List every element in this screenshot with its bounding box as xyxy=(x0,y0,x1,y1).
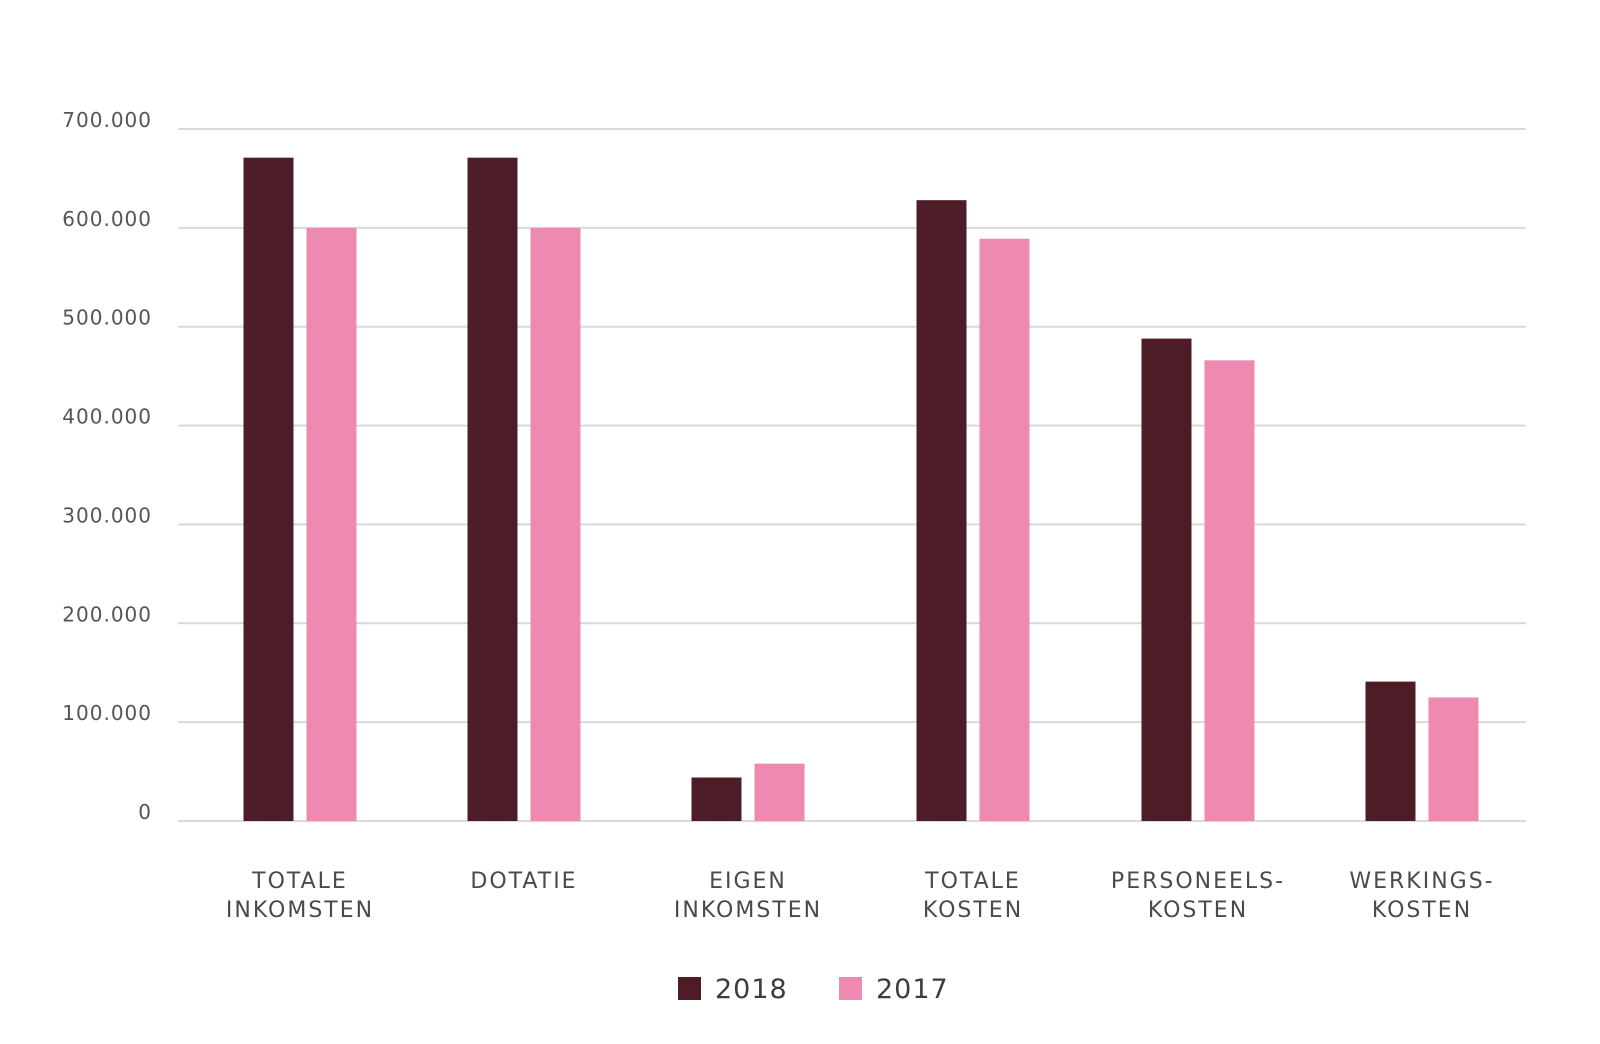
bar-2017-0 xyxy=(306,227,357,821)
y-tick-label: 100.000 xyxy=(62,701,152,725)
legend-swatch-2017 xyxy=(839,977,862,1000)
category-label: WERKINGS- xyxy=(1349,869,1494,894)
y-tick-label: 500.000 xyxy=(62,306,152,330)
bar-2018-1 xyxy=(467,157,518,821)
gridlines xyxy=(178,128,1526,822)
category-label: PERSONEELS- xyxy=(1111,869,1285,894)
category-label: TOTALE xyxy=(924,869,1021,894)
bars xyxy=(243,157,1479,822)
x-axis-category-labels: TOTALE INKOMSTEN DOTATIE EIGEN INKOMSTEN TOTA… xyxy=(226,869,1494,923)
y-tick-label: 300.000 xyxy=(62,503,152,527)
y-tick-label: 200.000 xyxy=(62,602,152,626)
category-label: KOSTEN xyxy=(923,898,1023,923)
category-label: KOSTEN xyxy=(1148,898,1248,923)
y-tick-label: 400.000 xyxy=(62,405,152,429)
y-tick-label: 700.000 xyxy=(62,108,152,132)
category-label: EIGEN xyxy=(709,869,787,894)
category-label: DOTATIE xyxy=(470,869,577,894)
bar-2017-1 xyxy=(530,227,581,821)
y-tick-label: 0 xyxy=(138,800,152,824)
legend-swatch-2018 xyxy=(678,977,701,1000)
category-label: KOSTEN xyxy=(1372,898,1472,923)
legend-label-2018: 2018 xyxy=(715,974,788,1005)
bar-2018-3 xyxy=(916,200,967,822)
category-label: TOTALE xyxy=(251,869,348,894)
bar-2018-5 xyxy=(1365,681,1416,821)
bar-2018-4 xyxy=(1141,338,1192,821)
legend: 2018 2017 xyxy=(678,974,949,1005)
category-label: INKOMSTEN xyxy=(226,898,374,923)
category-label: INKOMSTEN xyxy=(674,898,822,923)
bar-2018-2 xyxy=(691,777,742,821)
legend-label-2017: 2017 xyxy=(876,974,949,1005)
y-tick-label: 600.000 xyxy=(62,207,152,231)
bar-2017-3 xyxy=(979,238,1030,821)
y-axis-tick-labels: 0 100.000 200.000 300.000 400.000 500.000 600.… xyxy=(62,108,152,824)
bar-2018-0 xyxy=(243,157,294,821)
bar-2017-2 xyxy=(754,763,805,821)
bar-2017-4 xyxy=(1204,360,1255,821)
bar-2017-5 xyxy=(1428,697,1479,821)
